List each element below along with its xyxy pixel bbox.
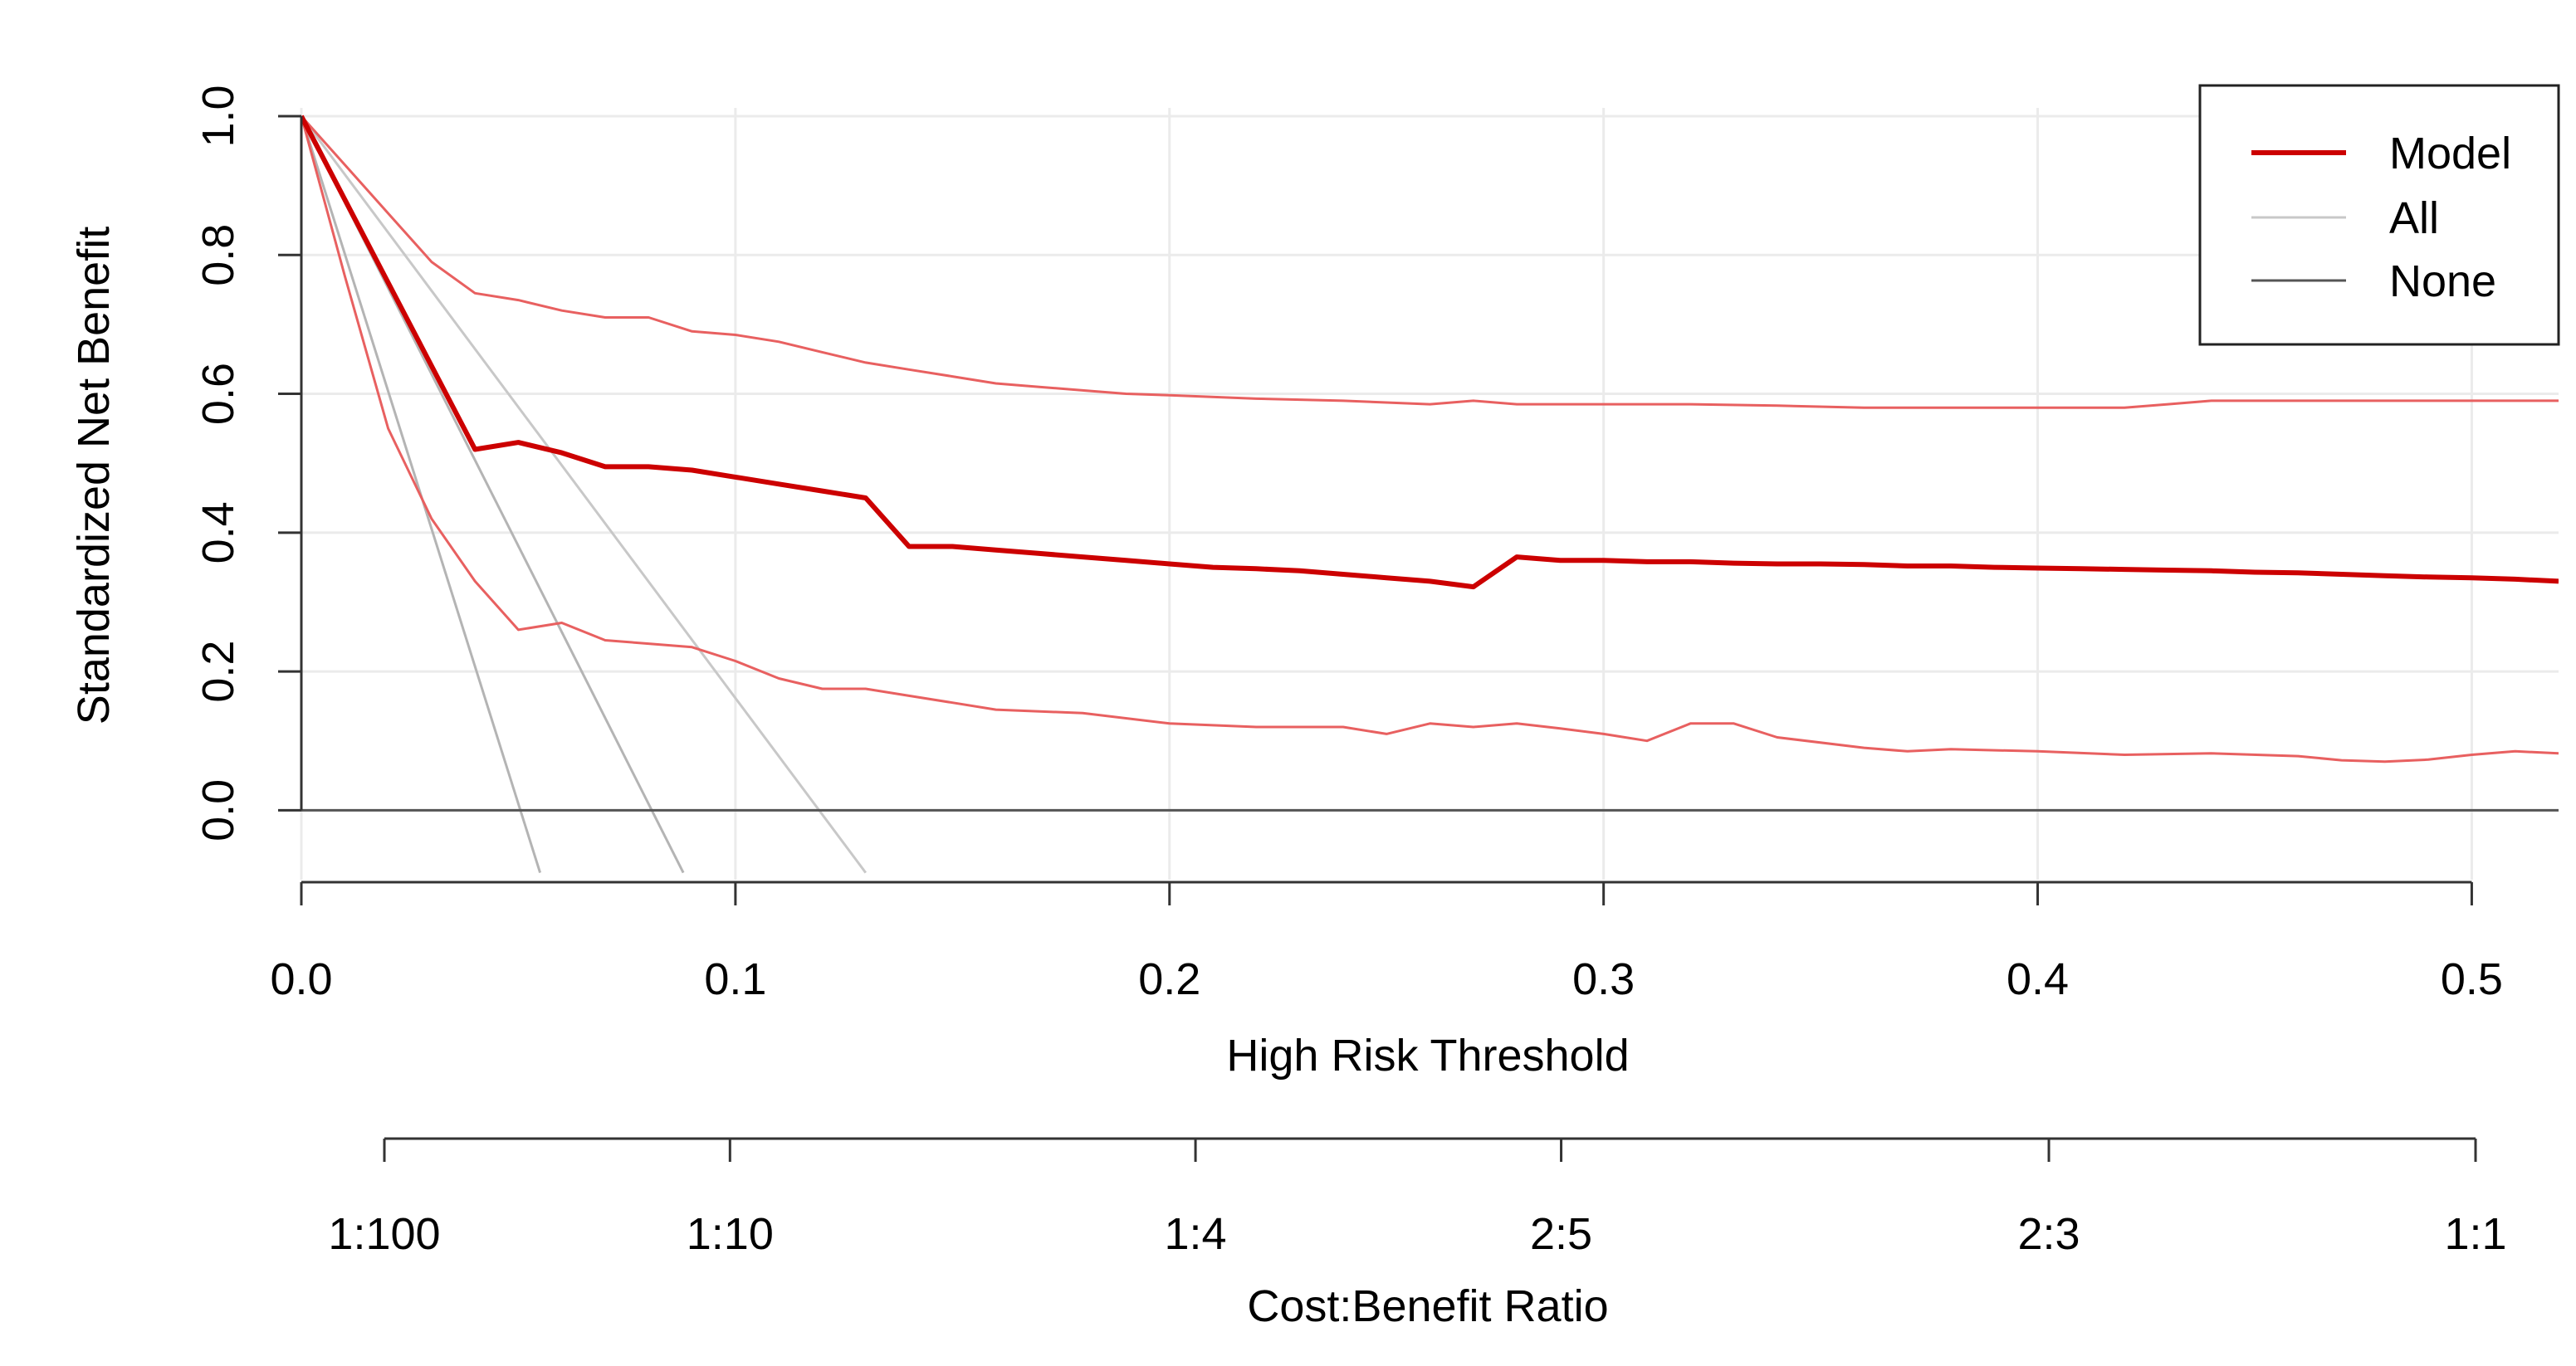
x-tick-label: 0.0 — [270, 954, 332, 1004]
x-tick-label: 0.3 — [1572, 954, 1635, 1004]
series-layer — [301, 115, 2559, 874]
cost-benefit-axis-title: Cost:Benefit Ratio — [1247, 1281, 1608, 1331]
cost-benefit-tick-label: 1:100 — [328, 1209, 440, 1259]
x-axis: 0.0 0.1 0.2 0.3 0.4 0.5 — [270, 881, 2503, 1004]
cost-benefit-tick-label: 2:3 — [2017, 1209, 2080, 1259]
legend-model-label: Model — [2389, 129, 2511, 178]
legend-none-label: None — [2389, 256, 2496, 306]
series-all-line — [301, 115, 868, 874]
series-model-line — [301, 115, 2559, 590]
cost-benefit-tick-label: 2:5 — [1530, 1209, 1592, 1259]
series-model-lower-ci-line — [301, 115, 2559, 763]
cost-benefit-tick-label: 1:10 — [687, 1209, 774, 1259]
y-tick-label: 0.8 — [193, 224, 243, 286]
x-tick-label: 0.4 — [2007, 954, 2069, 1004]
x-axis-title: High Risk Threshold — [1226, 1031, 1629, 1081]
legend-box — [2198, 84, 2560, 346]
y-axis: 0.0 0.2 0.4 0.6 0.8 1.0 — [193, 85, 303, 842]
cost-benefit-axis: 1:100 1:10 1:4 2:5 2:3 1:1 — [328, 1137, 2507, 1259]
y-tick-label: 1.0 — [193, 85, 243, 147]
series-model-upper-ci-line — [301, 115, 2559, 409]
y-axis-title: Standardized Net Benefit — [69, 227, 119, 724]
y-tick-label: 0.2 — [193, 641, 243, 703]
legend: Model All None — [2198, 84, 2560, 346]
legend-all-label: All — [2389, 193, 2439, 243]
y-tick-label: 0.0 — [193, 779, 243, 842]
y-tick-label: 0.6 — [193, 363, 243, 425]
x-tick-label: 0.5 — [2441, 954, 2503, 1004]
x-tick-label: 0.2 — [1138, 954, 1200, 1004]
cost-benefit-tick-label: 1:4 — [1165, 1209, 1227, 1259]
y-tick-label: 0.4 — [193, 501, 243, 563]
x-tick-label: 0.1 — [704, 954, 766, 1004]
cost-benefit-tick-label: 1:1 — [2444, 1209, 2506, 1259]
